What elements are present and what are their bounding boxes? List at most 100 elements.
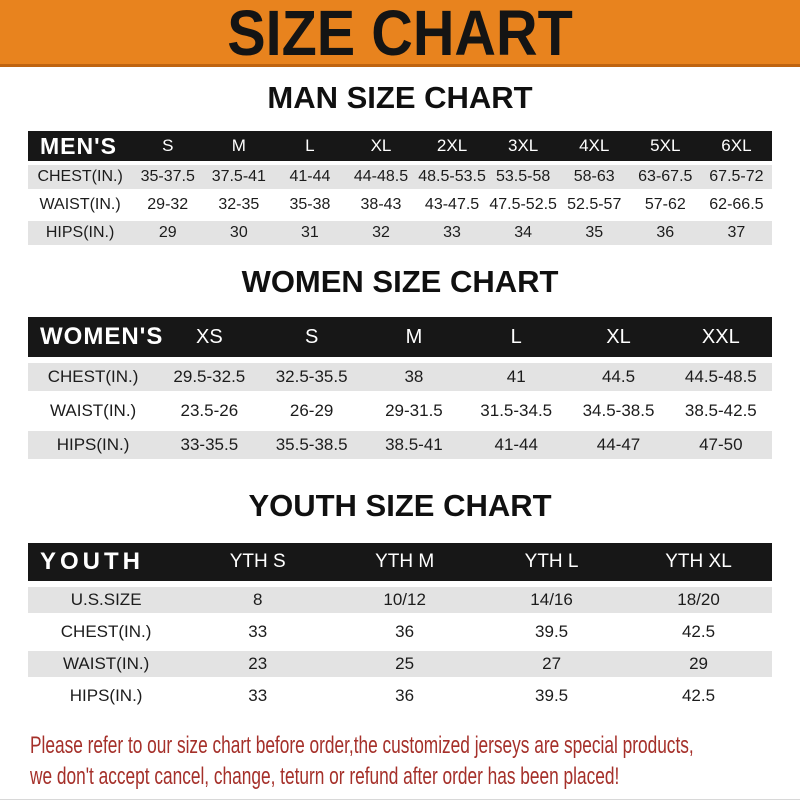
row-label: HIPS(IN.) [28, 221, 133, 245]
size-value-cell: 37 [700, 221, 772, 245]
size-value-cell: 41-44 [274, 165, 346, 189]
table-row: HIPS(IN.) 33 36 39.5 42.5 [28, 683, 772, 709]
size-column-header: L [465, 317, 568, 357]
size-column-header: XL [345, 131, 417, 161]
size-value-cell: 41 [465, 363, 568, 391]
size-column-header: M [362, 317, 466, 357]
size-value-cell: 36 [331, 619, 479, 645]
size-value-cell: 43-47.5 [416, 193, 488, 217]
size-value-cell: 48.5-53.5 [416, 165, 488, 189]
section-heading-youth: YOUTH SIZE CHART [0, 489, 800, 523]
size-value-cell: 29 [625, 651, 772, 677]
disclaimer-text: Please refer to our size chart before or… [30, 731, 800, 793]
size-value-cell: 58-63 [558, 165, 630, 189]
size-value-cell: 39.5 [478, 683, 626, 709]
size-value-cell: 37.5-41 [203, 165, 275, 189]
size-value-cell: 32.5-35.5 [260, 363, 363, 391]
row-label: WAIST(IN.) [28, 651, 185, 677]
table-row: WAIST(IN.) 23 25 27 29 [28, 651, 772, 677]
disclaimer-line-wrap: we don't accept cancel, change, teturn o… [30, 762, 800, 793]
size-value-cell: 29-31.5 [362, 397, 466, 425]
row-label: WAIST(IN.) [28, 397, 159, 425]
size-value-cell: 35 [558, 221, 630, 245]
size-value-cell: 23 [184, 651, 332, 677]
size-value-cell: 31 [274, 221, 346, 245]
size-column-header: S [260, 317, 363, 357]
size-value-cell: 52.5-57 [558, 193, 630, 217]
size-column-header: YTH XL [625, 543, 772, 581]
row-label: WAIST(IN.) [28, 193, 133, 217]
size-value-cell: 32-35 [203, 193, 275, 217]
size-value-cell: 18/20 [625, 587, 772, 613]
section-heading-text: MAN SIZE CHART [267, 80, 533, 115]
size-value-cell: 41-44 [465, 431, 568, 459]
size-value-cell: 38 [362, 363, 466, 391]
size-value-cell: 31.5-34.5 [465, 397, 568, 425]
size-value-cell: 47.5-52.5 [487, 193, 559, 217]
size-value-cell: 35.5-38.5 [260, 431, 363, 459]
size-value-cell: 47-50 [669, 431, 772, 459]
size-column-header: 2XL [416, 131, 488, 161]
row-label: CHEST(IN.) [28, 619, 185, 645]
size-value-cell: 33 [416, 221, 488, 245]
section-heading-text: YOUTH SIZE CHART [248, 488, 552, 523]
size-value-cell: 26-29 [260, 397, 363, 425]
size-value-cell: 30 [203, 221, 275, 245]
size-value-cell: 57-62 [629, 193, 701, 217]
table-corner-label: WOMEN'S [28, 317, 162, 357]
size-value-cell: 32 [345, 221, 417, 245]
table-row: HIPS(IN.) 29 30 31 32 33 34 35 36 37 [28, 221, 772, 245]
size-column-header: XXL [669, 317, 772, 357]
size-value-cell: 34 [487, 221, 559, 245]
size-value-cell: 38.5-41 [362, 431, 466, 459]
size-column-header: YTH M [331, 543, 479, 581]
disclaimer-line-wrap: Please refer to our size chart before or… [30, 731, 800, 762]
women-size-table: WOMEN'S XS S M L XL XXL CHEST(IN.) 29.5-… [28, 311, 772, 465]
size-value-cell: 10/12 [331, 587, 479, 613]
size-column-header: L [274, 131, 346, 161]
row-label: HIPS(IN.) [28, 683, 185, 709]
size-column-header: XL [567, 317, 670, 357]
section-heading-women: WOMEN SIZE CHART [0, 265, 800, 299]
youth-size-table: YOUTH YTH S YTH M YTH L YTH XL U.S.SIZE … [28, 537, 772, 715]
size-column-header: 4XL [558, 131, 630, 161]
disclaimer-line: Please refer to our size chart before or… [30, 732, 694, 759]
size-value-cell: 44.5 [567, 363, 670, 391]
size-value-cell: 23.5-26 [158, 397, 261, 425]
size-value-cell: 8 [184, 587, 332, 613]
table-header-row: MEN'S S M L XL 2XL 3XL 4XL 5XL 6XL [28, 131, 772, 161]
size-value-cell: 29.5-32.5 [158, 363, 261, 391]
size-value-cell: 35-37.5 [132, 165, 204, 189]
size-value-cell: 53.5-58 [487, 165, 559, 189]
size-value-cell: 38-43 [345, 193, 417, 217]
table-header-row: YOUTH YTH S YTH M YTH L YTH XL [28, 543, 772, 581]
banner-title: SIZE CHART [227, 0, 573, 69]
size-value-cell: 62-66.5 [700, 193, 772, 217]
men-size-table: MEN'S S M L XL 2XL 3XL 4XL 5XL 6XL CHEST… [28, 127, 772, 249]
table-row: CHEST(IN.) 35-37.5 37.5-41 41-44 44-48.5… [28, 165, 772, 189]
size-value-cell: 36 [331, 683, 479, 709]
row-label: U.S.SIZE [28, 587, 185, 613]
table-row: CHEST(IN.) 33 36 39.5 42.5 [28, 619, 772, 645]
size-value-cell: 42.5 [625, 619, 772, 645]
size-value-cell: 25 [331, 651, 479, 677]
table-corner-label: MEN'S [28, 131, 133, 161]
size-value-cell: 44.5-48.5 [669, 363, 772, 391]
size-value-cell: 38.5-42.5 [669, 397, 772, 425]
size-column-header: YTH L [478, 543, 626, 581]
table-row: WAIST(IN.) 23.5-26 26-29 29-31.5 31.5-34… [28, 397, 772, 425]
size-value-cell: 39.5 [478, 619, 626, 645]
size-value-cell: 63-67.5 [629, 165, 701, 189]
size-value-cell: 33-35.5 [158, 431, 261, 459]
table-row: WAIST(IN.) 29-32 32-35 35-38 38-43 43-47… [28, 193, 772, 217]
size-value-cell: 34.5-38.5 [567, 397, 670, 425]
row-label: CHEST(IN.) [28, 363, 159, 391]
size-column-header: 6XL [700, 131, 772, 161]
table-row: CHEST(IN.) 29.5-32.5 32.5-35.5 38 41 44.… [28, 363, 772, 391]
size-value-cell: 36 [629, 221, 701, 245]
size-column-header: M [203, 131, 275, 161]
size-column-header: XS [158, 317, 261, 357]
table-corner-label: YOUTH [28, 543, 185, 581]
size-value-cell: 67.5-72 [700, 165, 772, 189]
table-row: HIPS(IN.) 33-35.5 35.5-38.5 38.5-41 41-4… [28, 431, 772, 459]
